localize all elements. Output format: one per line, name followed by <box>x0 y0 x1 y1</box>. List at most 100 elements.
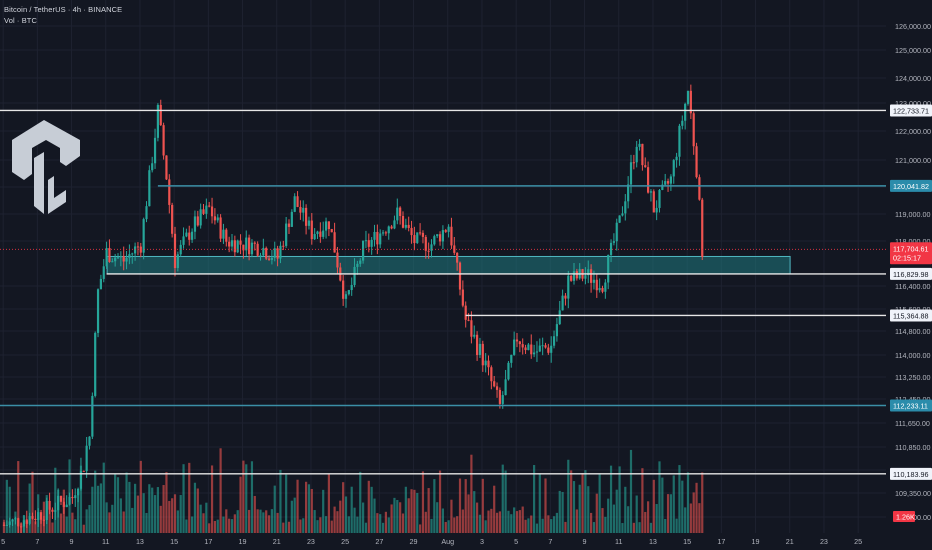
volume-bar <box>353 507 356 533</box>
candle-up <box>501 395 504 404</box>
candle-down <box>228 241 231 247</box>
candle-down <box>410 227 413 236</box>
time-tick-label: 21 <box>273 537 281 546</box>
candle-up <box>638 143 641 147</box>
candle-up <box>54 510 57 512</box>
volume-bar <box>342 482 345 533</box>
price-tick-label: 119,000.00 <box>895 210 930 219</box>
candle-up <box>8 521 11 525</box>
volume-bar <box>564 521 567 533</box>
volume-bar <box>476 502 479 533</box>
volume-bar <box>550 519 553 533</box>
candle-up <box>678 125 681 157</box>
candle-down <box>42 519 45 521</box>
volume-bar <box>96 485 100 533</box>
countdown-label: 02:15:17 <box>893 253 921 262</box>
candle-up <box>45 500 48 521</box>
volume-bar <box>265 510 268 533</box>
candle-up <box>307 220 311 226</box>
candle-up <box>119 256 122 258</box>
level-badge <box>890 399 932 412</box>
volume-bar <box>239 476 242 533</box>
candle-down <box>547 347 550 353</box>
candle-up <box>538 345 541 352</box>
volume-bar <box>701 472 704 533</box>
candle-down <box>233 240 236 253</box>
price-tick-label: 111,650.00 <box>895 419 930 428</box>
candle-up <box>681 120 684 126</box>
volume-bar <box>233 514 236 533</box>
candle-up <box>550 345 553 353</box>
candle-down <box>487 360 490 368</box>
volume-bar <box>173 494 177 533</box>
volume-bar <box>504 470 507 533</box>
volume-bar <box>427 488 430 533</box>
candle-up <box>373 231 376 240</box>
volume-bars <box>2 448 704 533</box>
time-tick-label: 13 <box>136 537 144 546</box>
volume-bar <box>649 522 653 533</box>
candle-up <box>245 237 248 251</box>
candle-down <box>239 240 242 245</box>
candle-up <box>230 240 234 247</box>
volume-bar <box>421 471 425 533</box>
candle-up <box>447 226 450 232</box>
volume-bar <box>464 479 467 533</box>
candle-up <box>128 254 131 258</box>
time-tick-label: Aug <box>441 537 454 546</box>
volume-bar <box>307 484 311 533</box>
candle-up <box>96 289 100 333</box>
volume-bar <box>362 502 365 533</box>
candle-down <box>299 206 302 213</box>
volume-bar <box>125 472 128 533</box>
volume-bar <box>148 484 151 533</box>
price-tick-label: 114,000.00 <box>895 351 930 360</box>
candle-down <box>524 347 527 351</box>
candle-up <box>324 221 328 231</box>
candle-down <box>282 245 285 247</box>
candle-up <box>387 226 390 234</box>
candle-up <box>587 269 590 276</box>
candle-up <box>364 240 368 242</box>
time-tick-label: 23 <box>307 537 315 546</box>
volume-bar <box>51 522 54 533</box>
candle-up <box>555 324 558 337</box>
candle-up <box>68 496 71 505</box>
volume-bar <box>461 509 464 533</box>
volume-bar <box>490 508 493 533</box>
volume-bar <box>102 462 105 533</box>
candle-down <box>333 232 336 253</box>
candle-up <box>615 222 618 242</box>
candle-up <box>478 343 482 355</box>
candle-up <box>182 236 185 245</box>
candle-down <box>139 246 142 253</box>
candle-down <box>34 518 37 521</box>
candle-up <box>316 231 319 235</box>
volume-bar <box>296 479 299 533</box>
candle-up <box>513 339 516 355</box>
volume-bar <box>290 500 293 533</box>
volume-bar <box>8 486 11 533</box>
volume-bar <box>544 478 547 533</box>
volume-bar <box>199 504 202 533</box>
candle-up <box>205 205 208 214</box>
candle-down <box>590 269 593 283</box>
candle-up <box>22 520 26 527</box>
candle-down <box>632 162 635 164</box>
candle-up <box>430 244 433 251</box>
volume-bar <box>672 475 675 533</box>
price-tick-label: 110,850.00 <box>895 443 930 452</box>
level-badge <box>890 104 932 117</box>
volume-bar <box>535 523 539 533</box>
volume-bar <box>350 486 353 533</box>
volume-bar <box>182 464 185 533</box>
support-zone <box>106 255 791 275</box>
volume-bar <box>570 470 573 533</box>
volume-bar <box>629 449 633 533</box>
volume-bar <box>587 486 590 533</box>
level-badge-label: 112,233.11 <box>893 402 928 411</box>
volume-bar <box>467 494 470 533</box>
volume-bar <box>396 499 399 533</box>
